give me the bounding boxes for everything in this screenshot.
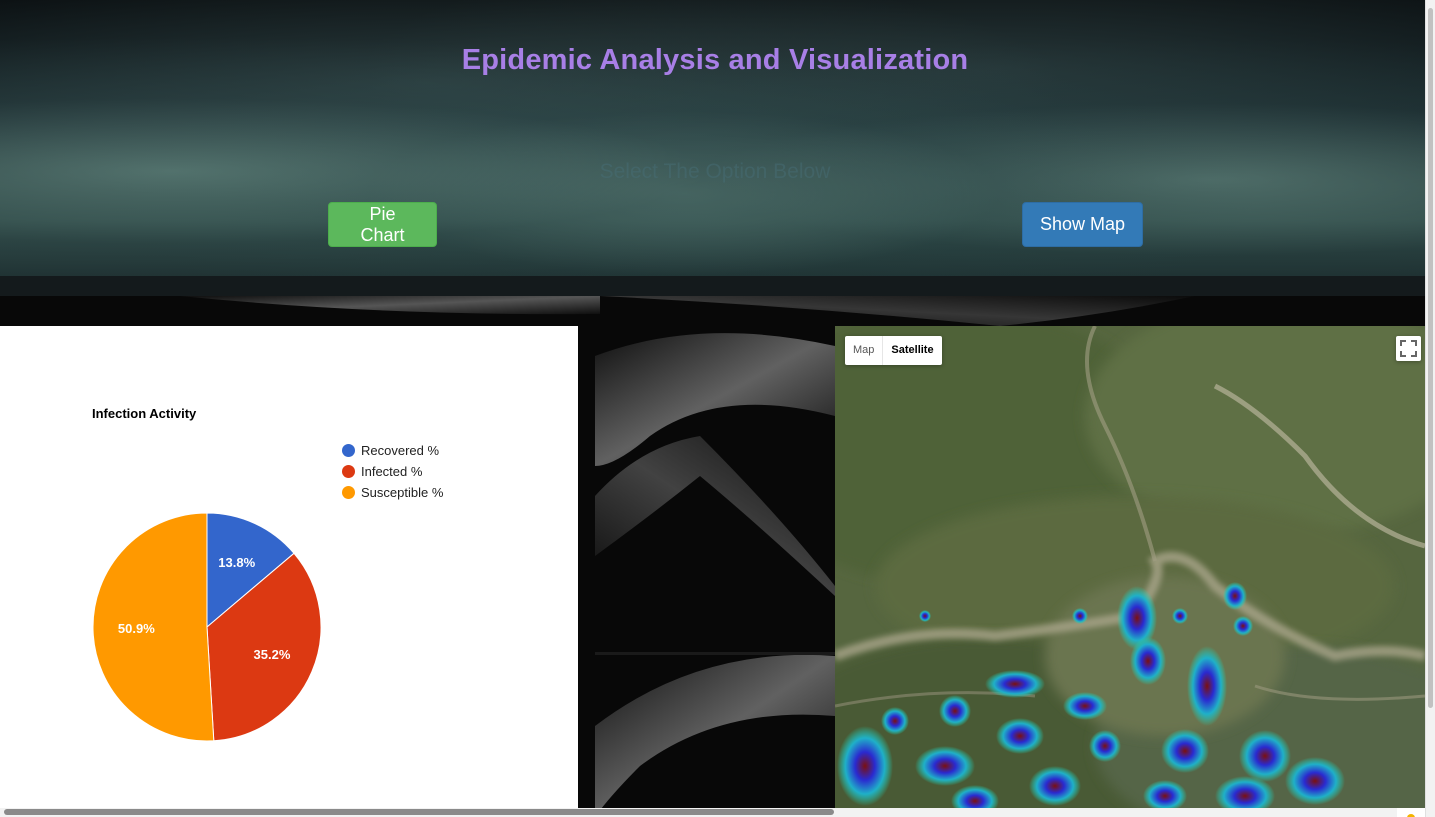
pie-slice-label: 13.8% xyxy=(218,555,255,570)
page-subtitle: Select The Option Below xyxy=(599,160,831,183)
pie-slice-susceptible[interactable] xyxy=(92,512,215,742)
chart-title: Infection Activity xyxy=(92,406,197,421)
map-type-map-button[interactable]: Map xyxy=(853,344,875,356)
map-type-satellite-button[interactable]: Satellite xyxy=(891,344,934,356)
pie-chart-panel: Infection Activity 13.8% 35.2% 50.9% Recov… xyxy=(0,326,578,808)
header-band xyxy=(0,276,1425,296)
pie-chart-button[interactable]: Pie Chart xyxy=(328,202,437,247)
legend-label: Infected % xyxy=(361,464,423,479)
horizontal-scrollbar[interactable] xyxy=(0,808,1425,817)
legend-item[interactable]: Infected % xyxy=(342,461,443,482)
legend-item[interactable]: Recovered % xyxy=(342,440,443,461)
pegman-icon[interactable] xyxy=(1397,808,1425,817)
chart-legend: Recovered % Infected % Susceptible % xyxy=(342,440,443,503)
header-banner xyxy=(0,0,1425,276)
horizontal-scrollbar-thumb[interactable] xyxy=(4,809,834,815)
map-imagery[interactable] xyxy=(835,326,1425,817)
pie-slice-label: 35.2% xyxy=(254,647,291,662)
legend-label: Susceptible % xyxy=(361,485,444,500)
legend-item[interactable]: Susceptible % xyxy=(342,482,443,503)
pie-chart: 13.8% 35.2% 50.9% xyxy=(92,512,322,742)
vertical-scrollbar[interactable] xyxy=(1425,0,1435,817)
legend-label: Recovered % xyxy=(361,443,440,458)
satellite-map[interactable]: Map Satellite xyxy=(835,326,1425,817)
pie-slice-label: 50.9% xyxy=(118,621,155,636)
map-type-control: Map Satellite xyxy=(845,336,942,365)
fullscreen-button[interactable] xyxy=(1396,336,1421,361)
map-type-divider xyxy=(882,336,884,365)
fullscreen-icon xyxy=(1400,340,1417,357)
page-title: Epidemic Analysis and Visualization xyxy=(461,44,969,76)
legend-swatch xyxy=(342,444,355,457)
legend-swatch xyxy=(342,465,355,478)
heatmap-overlay xyxy=(837,582,1345,817)
show-map-button[interactable]: Show Map xyxy=(1022,202,1143,247)
vertical-scrollbar-thumb[interactable] xyxy=(1428,8,1433,708)
pie-slice-recovered[interactable] xyxy=(206,512,295,629)
pie-slice-infected[interactable] xyxy=(206,552,322,742)
legend-swatch xyxy=(342,486,355,499)
